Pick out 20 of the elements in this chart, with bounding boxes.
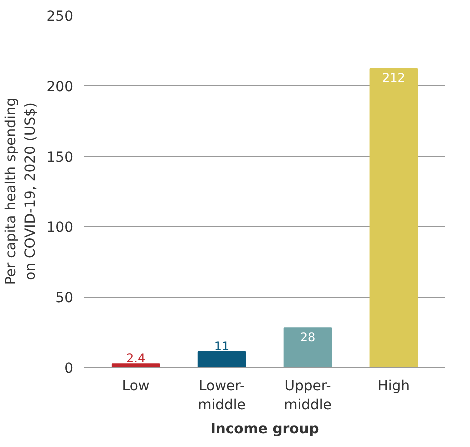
data-label: 11 [214,339,230,354]
x-tick-label: Lower- middle [198,378,246,414]
y-axis-title: Per capita health spending on COVID-19, 2020 (US$) [4,98,39,286]
y-tick-label: 200 [46,79,74,96]
x-tick-label: High [378,378,410,394]
x-tick-label: Low [122,378,150,394]
data-label: 28 [300,330,316,344]
x-tick-label: Upper- middle [284,378,332,414]
bar [198,352,246,368]
bar [370,68,418,368]
y-tick-label: 100 [46,220,74,236]
x-axis-title: Income group [210,422,320,438]
y-tick-label: 0 [64,361,74,377]
data-label: 212 [382,71,406,86]
bar [284,328,332,368]
bar [112,364,160,368]
y-tick-label: 50 [56,290,74,307]
data-label: 2.4 [126,351,146,366]
y-tick-label: 150 [46,150,74,166]
y-tick-label: 250 [46,9,74,25]
